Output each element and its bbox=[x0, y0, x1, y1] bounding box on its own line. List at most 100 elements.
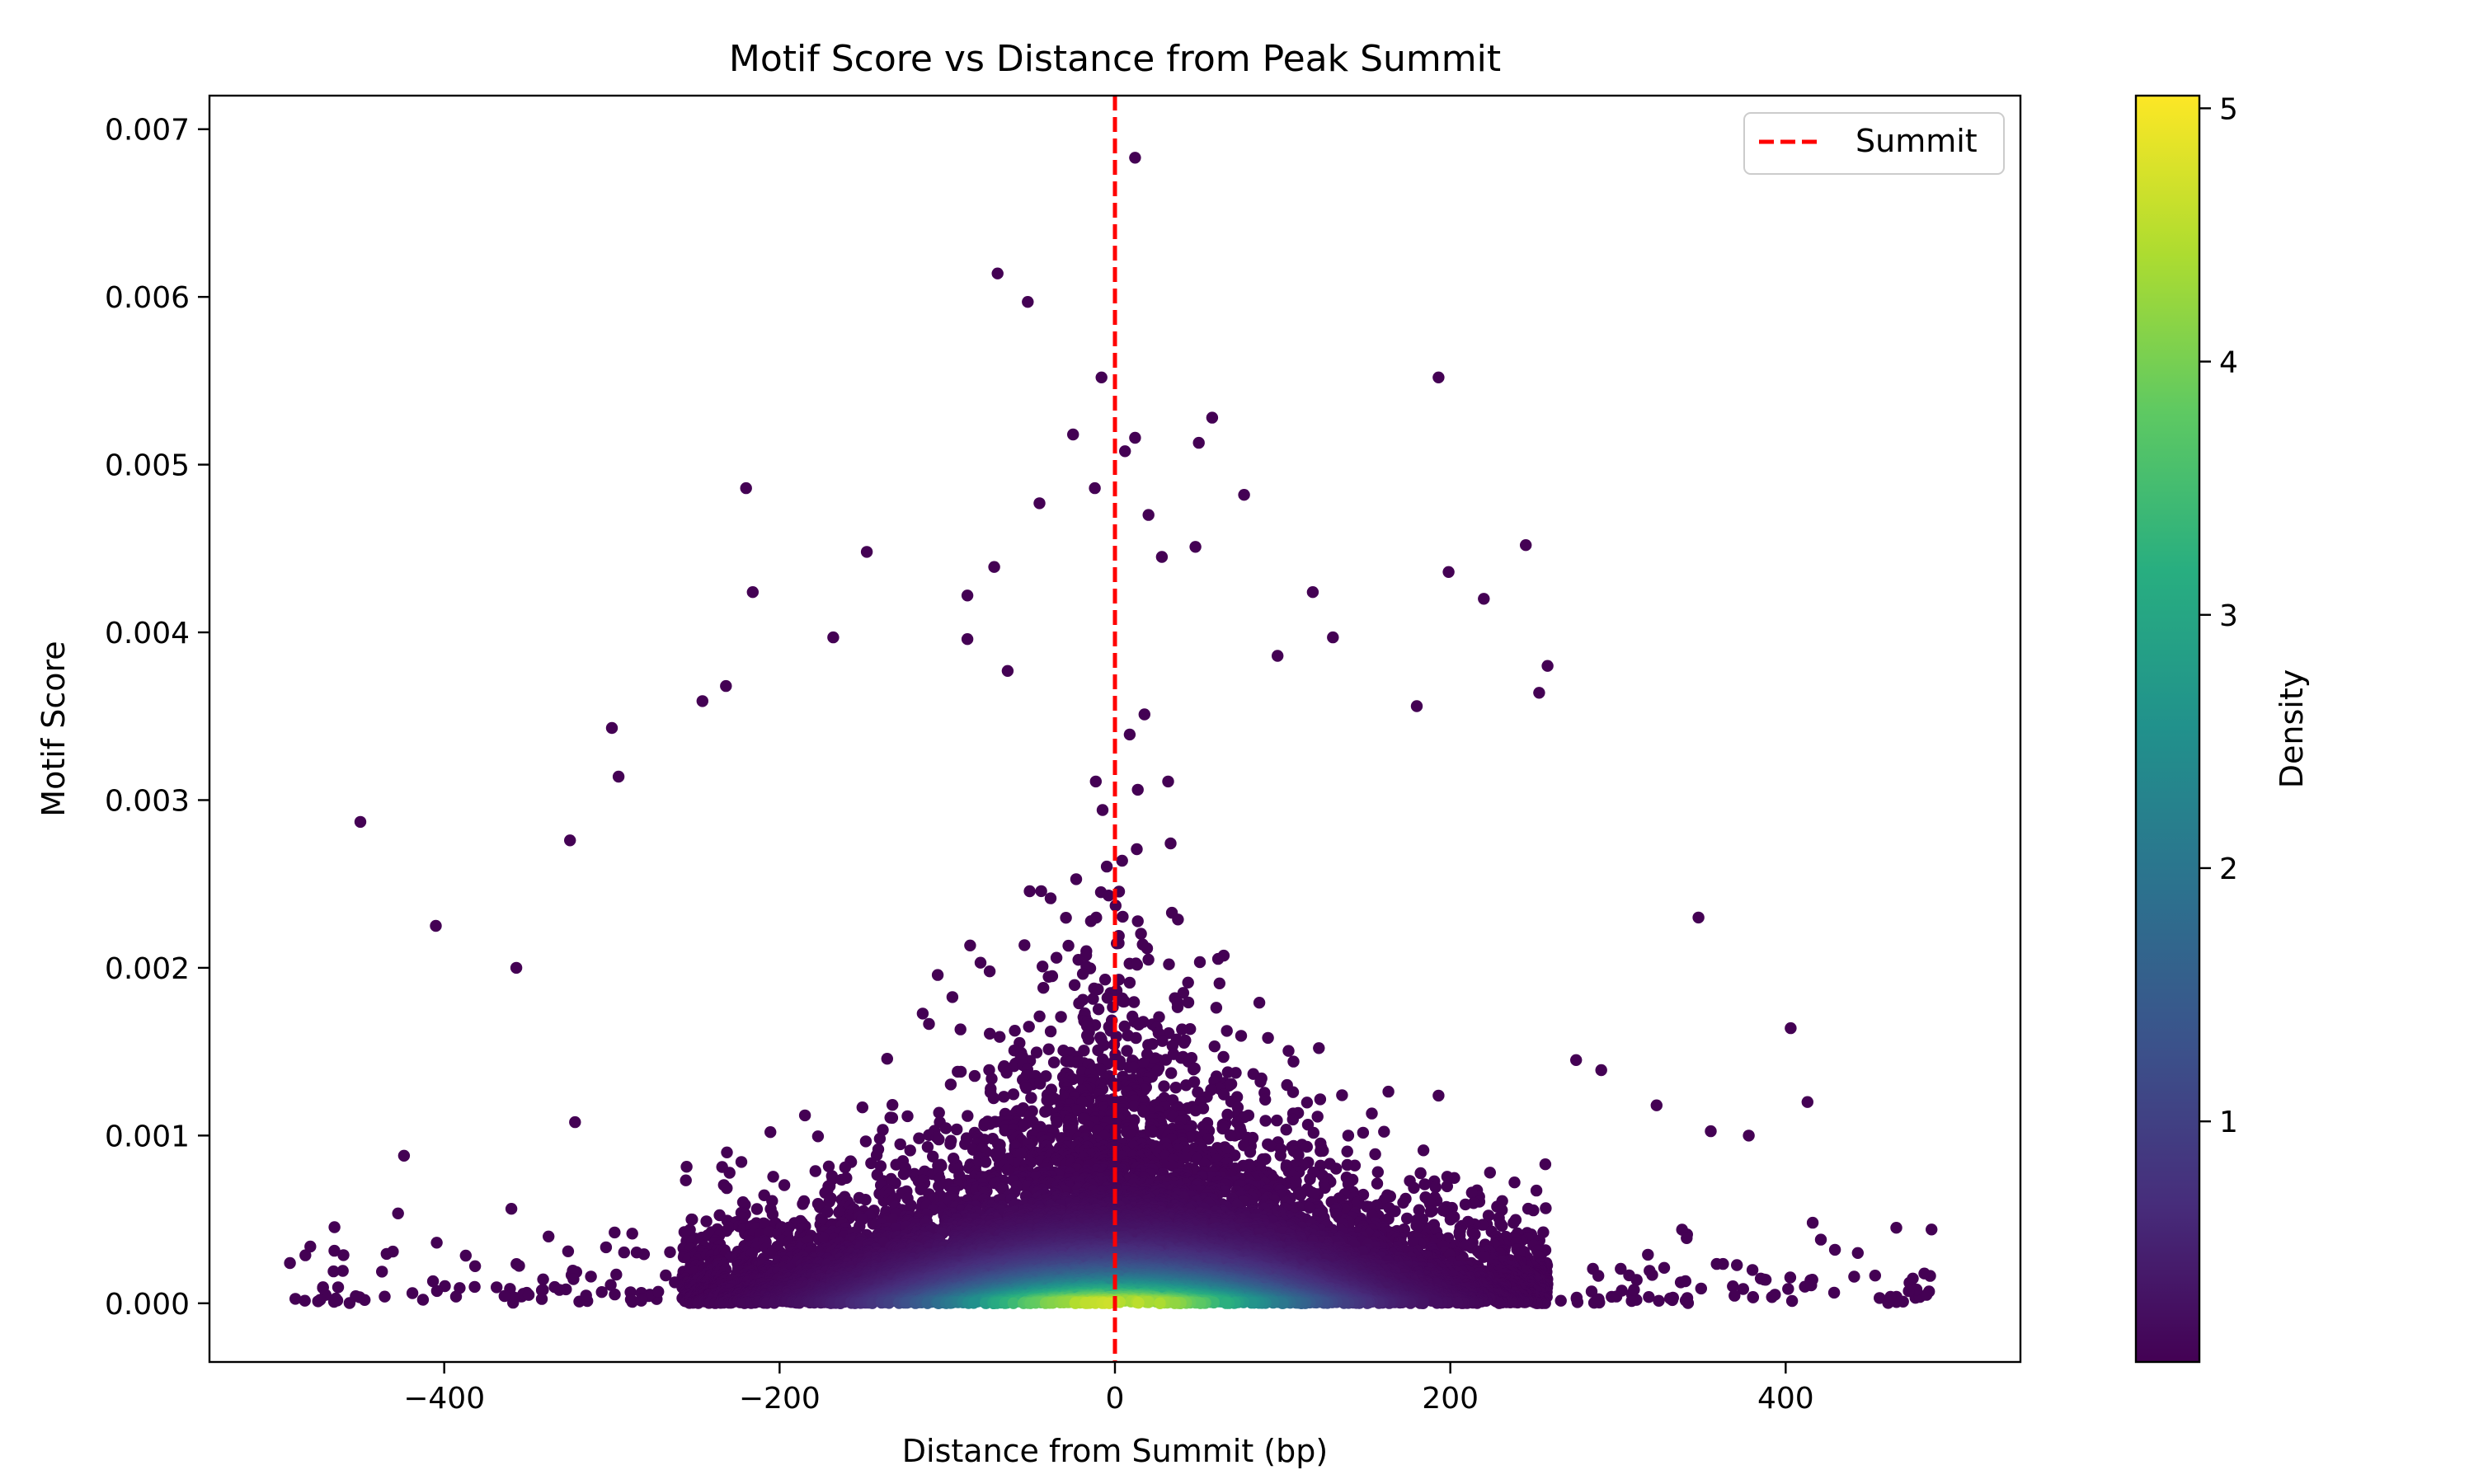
data-point bbox=[1224, 1129, 1237, 1142]
data-point bbox=[468, 1260, 482, 1273]
data-point bbox=[859, 1135, 872, 1148]
data-point bbox=[954, 1065, 967, 1078]
data-point bbox=[652, 1285, 665, 1298]
data-point bbox=[1016, 1120, 1029, 1133]
data-point bbox=[1180, 1079, 1192, 1092]
data-point bbox=[1417, 1144, 1430, 1157]
data-point bbox=[1737, 1283, 1749, 1295]
data-point bbox=[1314, 1093, 1327, 1106]
data-point bbox=[951, 1123, 963, 1136]
data-point bbox=[1244, 1146, 1257, 1158]
data-point bbox=[933, 1106, 945, 1119]
data-point bbox=[1413, 1204, 1426, 1216]
data-point bbox=[797, 1198, 809, 1210]
data-point bbox=[1806, 1216, 1819, 1229]
data-point bbox=[1884, 1290, 1897, 1303]
data-point bbox=[1280, 1124, 1292, 1136]
data-point bbox=[1644, 1265, 1656, 1277]
data-point bbox=[1018, 939, 1031, 951]
data-point bbox=[1441, 1171, 1454, 1183]
data-point bbox=[1460, 1239, 1472, 1252]
data-point bbox=[968, 1069, 981, 1082]
data-point bbox=[913, 1132, 925, 1144]
data-point bbox=[1338, 1203, 1352, 1215]
data-point bbox=[350, 1290, 362, 1303]
data-point bbox=[1271, 1114, 1283, 1127]
data-point bbox=[1084, 915, 1098, 928]
data-point bbox=[1138, 708, 1151, 721]
data-point bbox=[933, 1133, 945, 1146]
data-point bbox=[1062, 939, 1075, 952]
data-point bbox=[1030, 1046, 1043, 1059]
data-point bbox=[980, 1156, 992, 1168]
data-point bbox=[430, 1284, 444, 1298]
data-point bbox=[865, 1157, 877, 1170]
data-point bbox=[1060, 912, 1072, 924]
data-point bbox=[289, 1293, 302, 1305]
data-point bbox=[1361, 1200, 1373, 1213]
data-point bbox=[1141, 942, 1154, 955]
data-point bbox=[1087, 993, 1099, 1005]
data-point bbox=[430, 1237, 443, 1249]
data-point bbox=[1874, 1292, 1886, 1304]
data-point bbox=[580, 1289, 592, 1302]
data-point bbox=[1096, 804, 1109, 816]
data-point bbox=[1171, 1001, 1184, 1013]
data-point bbox=[767, 1171, 779, 1183]
data-point bbox=[1076, 968, 1089, 980]
data-point bbox=[1009, 1025, 1021, 1037]
data-point bbox=[1313, 1042, 1325, 1054]
data-point bbox=[1118, 1020, 1131, 1033]
data-point bbox=[723, 1167, 736, 1179]
data-point bbox=[1681, 1297, 1695, 1309]
data-point bbox=[944, 1078, 957, 1091]
data-point bbox=[513, 1260, 525, 1272]
data-point bbox=[1051, 1116, 1063, 1129]
data-point bbox=[1176, 1023, 1188, 1036]
data-point bbox=[998, 1091, 1010, 1103]
data-point bbox=[1918, 1267, 1931, 1280]
data-point bbox=[522, 1289, 535, 1301]
data-point bbox=[1210, 1002, 1223, 1014]
data-point bbox=[609, 1288, 621, 1301]
data-point bbox=[887, 1099, 899, 1111]
data-point bbox=[1072, 954, 1084, 966]
data-point bbox=[1782, 1283, 1794, 1295]
data-point bbox=[735, 1156, 748, 1168]
data-point bbox=[449, 1290, 463, 1303]
data-point bbox=[1814, 1233, 1827, 1246]
data-point bbox=[1073, 997, 1085, 1010]
data-point bbox=[886, 1111, 899, 1125]
data-point bbox=[1117, 910, 1129, 923]
data-point bbox=[1294, 1189, 1307, 1201]
data-point bbox=[1414, 1167, 1427, 1180]
data-point bbox=[1286, 1113, 1300, 1126]
data-point bbox=[764, 1126, 777, 1139]
data-point bbox=[1259, 1093, 1272, 1106]
data-point bbox=[964, 939, 976, 952]
data-point bbox=[939, 1122, 952, 1134]
data-point bbox=[468, 1280, 481, 1294]
data-point bbox=[585, 1270, 597, 1283]
data-point bbox=[1164, 837, 1177, 850]
data-point bbox=[1042, 970, 1055, 984]
data-point bbox=[1262, 1031, 1274, 1045]
data-point bbox=[984, 1027, 996, 1040]
data-point bbox=[1188, 1064, 1200, 1076]
data-point bbox=[1165, 1067, 1178, 1079]
data-point bbox=[881, 1053, 894, 1065]
data-point bbox=[1221, 1025, 1233, 1037]
data-point bbox=[1070, 873, 1083, 885]
data-point bbox=[700, 1215, 713, 1228]
data-point bbox=[1131, 959, 1144, 971]
data-point bbox=[1315, 1145, 1327, 1158]
data-point bbox=[1530, 1184, 1543, 1197]
data-point bbox=[1035, 885, 1047, 898]
data-point bbox=[983, 965, 996, 978]
data-point bbox=[822, 1160, 835, 1173]
data-point bbox=[1432, 1089, 1445, 1102]
data-point bbox=[1507, 1217, 1520, 1229]
data-point bbox=[1570, 1291, 1583, 1304]
data-point bbox=[1785, 1294, 1799, 1308]
data-point bbox=[1055, 1011, 1067, 1023]
